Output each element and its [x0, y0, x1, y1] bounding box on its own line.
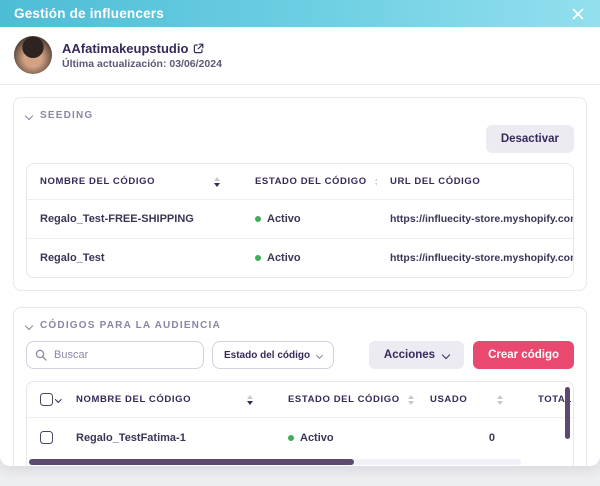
chevron-down-icon	[316, 351, 324, 359]
audience-codes-section: CÓDIGOS PARA LA AUDIENCIA Estado del cód…	[13, 307, 587, 466]
code-url: https://influecity-store.myshopify.com/…	[390, 213, 573, 225]
table-row: Regalo_Test Activo https://influecity-st…	[27, 238, 573, 277]
create-code-button[interactable]: Crear código	[473, 341, 574, 369]
close-icon	[572, 8, 584, 19]
column-header-code-name[interactable]: NOMBRE DEL CÓDIGO	[27, 164, 242, 199]
influencer-profile: AAfatimakeupstudio Última actualización:…	[0, 27, 600, 85]
horizontal-scrollbar-thumb[interactable]	[29, 459, 354, 465]
seeding-section: SEEDING Desactivar NOMBRE DEL CÓDIGO EST…	[13, 97, 587, 291]
audience-table-header: NOMBRE DEL CÓDIGO ESTADO DEL CÓDIGO USAD…	[27, 382, 573, 417]
deactivate-button[interactable]: Desactivar	[485, 125, 574, 153]
table-row: Regalo_TestFatima-1 Activo 0	[27, 417, 573, 457]
status-badge: Activo	[255, 252, 301, 264]
search-input[interactable]	[26, 341, 204, 369]
search-icon	[35, 348, 47, 366]
column-header-total[interactable]: TOTAL V	[538, 394, 573, 405]
status-filter-select[interactable]: Estado del código	[212, 341, 335, 369]
code-url: https://influecity-store.myshopify.com/…	[390, 252, 573, 264]
code-name: Regalo_TestFatima-1	[76, 431, 186, 444]
column-header-code-status[interactable]: ESTADO DEL CÓDIGO	[275, 382, 417, 417]
sort-icon[interactable]	[497, 394, 503, 405]
column-header-code-name[interactable]: NOMBRE DEL CÓDIGO	[63, 382, 275, 417]
modal-title: Gestión de influencers	[14, 6, 164, 21]
row-checkbox[interactable]	[40, 431, 53, 444]
column-header-used[interactable]: USADO	[417, 382, 525, 417]
vertical-scrollbar-thumb[interactable]	[565, 387, 570, 439]
influencer-management-modal: Gestión de influencers AAfatimakeupstudi…	[0, 0, 600, 466]
chevron-down-icon	[441, 350, 451, 360]
code-name: Regalo_Test-FREE-SHIPPING	[40, 213, 194, 225]
last-updated: Última actualización: 03/06/2024	[62, 57, 222, 70]
seeding-table-header: NOMBRE DEL CÓDIGO ESTADO DEL CÓDIGO URL …	[27, 164, 573, 199]
sort-icon[interactable]	[247, 394, 253, 405]
influencer-name: AAfatimakeupstudio	[62, 40, 189, 56]
select-all-checkbox[interactable]	[40, 393, 53, 406]
seeding-section-label: SEEDING	[40, 110, 94, 121]
used-count: 0	[488, 431, 495, 444]
status-badge: Activo	[255, 213, 301, 225]
column-header-code-status[interactable]: ESTADO DEL CÓDIGO	[242, 164, 377, 199]
close-button[interactable]	[570, 6, 586, 22]
table-row: Regalo_Test-FREE-SHIPPING Activo https:/…	[27, 199, 573, 238]
seeding-table: NOMBRE DEL CÓDIGO ESTADO DEL CÓDIGO URL …	[26, 163, 574, 278]
sort-icon[interactable]	[374, 176, 377, 187]
status-dot-icon	[255, 255, 261, 261]
modal-header: Gestión de influencers	[0, 0, 600, 27]
status-dot-icon	[288, 434, 294, 441]
search-field	[26, 341, 204, 369]
chevron-down-icon	[24, 321, 34, 330]
audience-section-label: CÓDIGOS PARA LA AUDIENCIA	[40, 320, 221, 331]
sort-icon[interactable]	[407, 394, 414, 405]
sort-icon[interactable]	[214, 176, 220, 187]
audience-section-toggle[interactable]: CÓDIGOS PARA LA AUDIENCIA	[24, 320, 574, 331]
horizontal-scrollbar	[29, 459, 521, 465]
external-link-icon[interactable]	[193, 43, 204, 54]
code-name: Regalo_Test	[40, 252, 105, 264]
chevron-down-icon[interactable]	[55, 396, 62, 403]
actions-button[interactable]: Acciones	[368, 341, 465, 369]
status-dot-icon	[255, 216, 261, 222]
column-header-code-url: URL DEL CÓDIGO	[390, 176, 481, 187]
seeding-section-toggle[interactable]: SEEDING	[24, 110, 574, 121]
chevron-down-icon	[24, 111, 34, 120]
avatar	[14, 36, 52, 74]
audience-codes-table: NOMBRE DEL CÓDIGO ESTADO DEL CÓDIGO USAD…	[26, 381, 574, 466]
status-badge: Activo	[288, 432, 334, 444]
